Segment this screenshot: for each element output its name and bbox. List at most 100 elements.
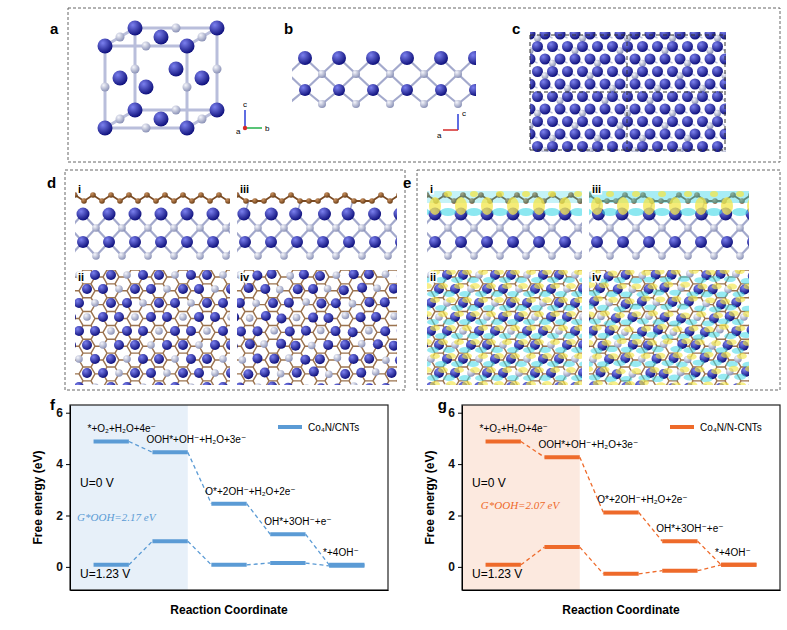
charge-accumulation: [719, 324, 729, 330]
atom-N: [632, 252, 640, 260]
charge-depletion: [597, 305, 609, 311]
atom-Co: [106, 298, 116, 308]
charge-depletion: [427, 319, 439, 325]
bond: [245, 127, 262, 129]
charge-accumulation: [470, 191, 478, 197]
x-axis-title: Reaction Coordinate: [562, 603, 680, 617]
connector: [188, 541, 212, 565]
atom-Co: [299, 270, 309, 279]
charge-depletion: [443, 347, 455, 353]
atom-Co: [434, 51, 448, 65]
atom-Co: [570, 104, 581, 115]
charge-accumulation: [566, 283, 576, 289]
charge-depletion: [718, 318, 730, 324]
charge-depletion: [491, 319, 503, 325]
charge-accumulation: [680, 282, 690, 288]
atom-Co: [607, 41, 618, 52]
atom-Co: [591, 236, 603, 248]
charge-depletion: [628, 208, 644, 216]
atom-Co: [600, 129, 611, 140]
charge-accumulation: [608, 270, 618, 276]
charge-depletion: [539, 291, 551, 297]
charge-depletion: [539, 375, 551, 381]
atom-C: [351, 198, 357, 204]
atom-Co: [243, 369, 253, 379]
atom-Co: [675, 104, 686, 115]
atom-Co: [237, 208, 250, 221]
atom-N: [332, 224, 340, 232]
atom-Co: [615, 104, 626, 115]
atom-Co: [682, 41, 693, 52]
charge-depletion: [602, 208, 618, 216]
atom-Co: [170, 298, 180, 308]
atom-Co: [237, 341, 238, 351]
atom-Co: [122, 382, 132, 385]
atom-Co: [178, 284, 188, 294]
atom-Co: [146, 284, 156, 294]
atom-N: [574, 252, 582, 260]
atom-C: [153, 198, 159, 204]
graphene-net: [589, 270, 749, 385]
charge-depletion: [427, 347, 439, 353]
charge-accumulation: [522, 191, 530, 197]
charge-accumulation: [641, 326, 651, 332]
atom-Co: [705, 79, 716, 90]
charge-depletion: [547, 333, 559, 339]
panel-label: c: [512, 20, 520, 37]
atom-N: [373, 284, 381, 292]
atom-N: [548, 252, 556, 260]
atom-Co: [186, 354, 196, 364]
y-tick-mark: [458, 567, 462, 568]
charge-depletion: [499, 305, 511, 311]
atom-Co: [122, 298, 132, 308]
atom-C: [189, 198, 195, 204]
charge-accumulation: [486, 283, 496, 289]
atom-Co: [261, 311, 271, 321]
atom-Co: [181, 208, 194, 221]
atom-Co: [397, 271, 398, 281]
atom-Co: [690, 79, 701, 90]
charge-accumulation: [548, 191, 556, 197]
charge-depletion: [606, 291, 618, 297]
charge-depletion: [589, 375, 601, 381]
atom-Co: [645, 104, 656, 115]
atom-Co: [130, 340, 140, 350]
atom-C: [180, 192, 186, 198]
atom-Co: [675, 32, 686, 40]
atom-N: [470, 224, 478, 232]
y-tick: 4: [448, 457, 462, 471]
atom-Co: [98, 312, 108, 322]
atom-Co: [237, 382, 245, 385]
subpanel-label: i: [78, 183, 81, 195]
charge-depletion: [523, 347, 535, 353]
charge-accumulation: [657, 324, 667, 330]
atom-Co: [540, 104, 551, 115]
x-axis-line: [463, 590, 781, 591]
charge-depletion: [466, 208, 482, 216]
charge-accumulation: [427, 339, 432, 345]
charge-depletion: [732, 348, 744, 354]
charge-accumulation: [550, 367, 560, 373]
atom-Co: [269, 354, 279, 364]
charge-accumulation: [625, 381, 635, 385]
subpanel-label: iv: [592, 271, 602, 283]
atom-N: [115, 369, 123, 377]
charge-accumulation: [600, 367, 610, 373]
connector: [580, 547, 604, 574]
charge-accumulation: [735, 270, 745, 274]
charge-accumulation: [486, 367, 496, 373]
atom-Co: [154, 382, 164, 385]
atom-Co: [98, 39, 113, 54]
charge-accumulation: [478, 381, 488, 385]
atom-N: [252, 299, 260, 307]
panel-box: [65, 170, 405, 390]
top-view: [589, 270, 749, 385]
atom-N: [147, 341, 155, 349]
charge-accumulation: [566, 311, 576, 317]
atom-N: [342, 312, 350, 320]
atom-Co: [570, 32, 581, 40]
plot-frame: [462, 405, 780, 590]
atom-N: [606, 252, 614, 260]
atom-N: [306, 224, 314, 232]
y-tick: 6: [448, 406, 462, 420]
